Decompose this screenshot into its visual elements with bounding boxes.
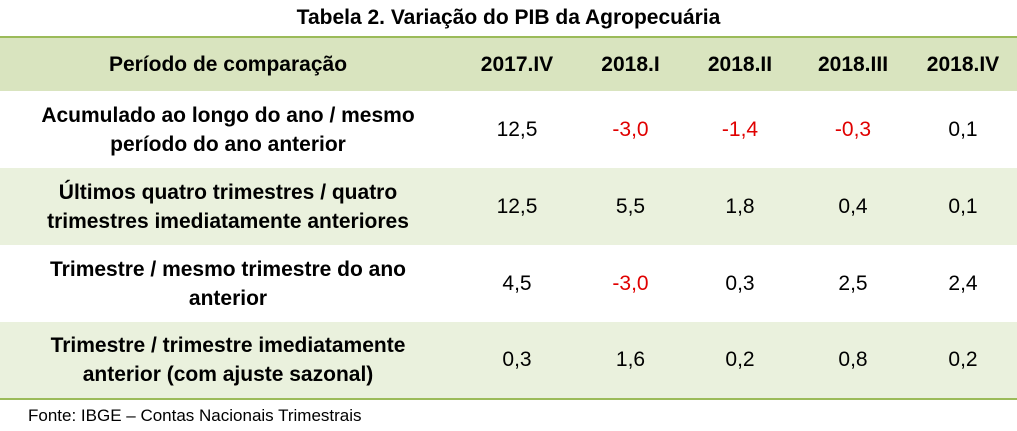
row-label: Trimestre / mesmo trimestre do ano anter…	[0, 245, 456, 322]
table-cell: 0,1	[948, 194, 978, 218]
table-cell: 2,5	[838, 271, 868, 295]
row-label: Trimestre / trimestre imediatamente ante…	[0, 322, 456, 400]
header-period: 2017.IV	[456, 38, 578, 91]
table-cell: 4,5	[502, 271, 532, 295]
table-row: Trimestre / trimestre imediatamente ante…	[0, 322, 1017, 400]
row-label-line: período do ano anterior	[110, 132, 346, 156]
table-cell: 0,8	[797, 322, 909, 400]
row-label-line: Últimos quatro trimestres / quatro	[58, 180, 398, 204]
header-comparison-period: Período de comparação	[0, 38, 456, 91]
table-row: Acumulado ao longo do ano / mesmo períod…	[0, 91, 1017, 168]
header-period: 2018.I	[578, 38, 683, 91]
table-cell: -3,0	[612, 117, 649, 141]
row-label: Últimos quatro trimestres / quatro trime…	[0, 168, 456, 245]
row-label-line: Acumulado ao longo do ano / mesmo	[41, 103, 415, 127]
table-cell: 5,5	[615, 194, 646, 218]
table-title: Tabela 2. Variação do PIB da Agropecuári…	[296, 6, 721, 29]
table-cell: 0,1	[948, 117, 978, 141]
table-cell: 2,4	[948, 271, 978, 295]
table-cell: 0,4	[838, 194, 868, 218]
title-divider	[0, 36, 1017, 38]
table-cell: 12,5	[496, 117, 538, 141]
source-note: Fonte: IBGE – Contas Nacionais Trimestra…	[28, 406, 362, 425]
header-period: 2018.III	[797, 38, 909, 91]
header-row: Período de comparação 2017.IV 2018.I 201…	[0, 38, 1017, 91]
table-cell: 12,5	[496, 194, 538, 218]
header-period: 2018.II	[683, 38, 797, 91]
table-cell: -0,3	[834, 117, 872, 141]
agro-gdp-table: Período de comparação 2017.IV 2018.I 201…	[0, 38, 1017, 400]
table-cell: 0,2	[909, 322, 1017, 400]
table-row: Últimos quatro trimestres / quatro trime…	[0, 168, 1017, 245]
table-cell: -3,0	[612, 271, 649, 295]
row-label-line: anterior	[188, 286, 268, 310]
row-label: Acumulado ao longo do ano / mesmo períod…	[0, 91, 456, 168]
row-label-line: Trimestre / trimestre imediatamente	[50, 334, 406, 357]
row-label-line: anterior (com ajuste sazonal)	[82, 363, 374, 386]
row-label-line: trimestres imediatamente anteriores	[47, 209, 409, 233]
table-cell: 0,3	[456, 322, 578, 400]
row-label-line: Trimestre / mesmo trimestre do ano	[50, 257, 406, 281]
table-cell: 1,6	[578, 322, 683, 400]
table-row: Trimestre / mesmo trimestre do ano anter…	[0, 245, 1017, 322]
table-cell: 1,8	[725, 194, 755, 218]
table-cell: 0,2	[683, 322, 797, 400]
table-cell: -1,4	[721, 117, 759, 141]
table-cell: 0,3	[725, 271, 755, 295]
header-period: 2018.IV	[909, 38, 1017, 91]
